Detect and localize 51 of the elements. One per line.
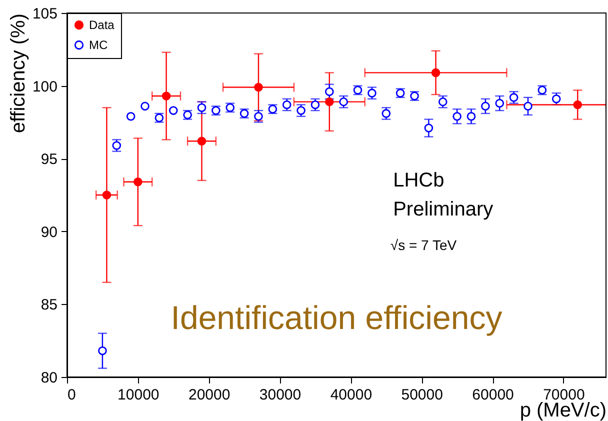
point [368,88,376,98]
point [112,141,122,150]
point [325,87,334,96]
x-tick-label: 40000 [330,386,372,404]
x-tick-label: 0 [68,386,76,404]
point [431,68,440,78]
point [282,100,292,110]
x-tick-label: 20000 [188,386,230,404]
point [573,100,582,110]
point [310,100,320,110]
annotation: LHCb [393,169,444,192]
y-tick-label: 105 [32,6,58,22]
point [495,98,504,108]
point [552,94,561,104]
point [162,92,171,100]
point [296,106,306,115]
point [98,346,107,356]
annotation: Identification efficiency [170,298,503,336]
y-tick-label: 80 [40,370,58,386]
x-tick-label: 30000 [259,386,302,404]
x-tick-label: 50000 [401,386,443,404]
point [126,112,136,121]
point [452,112,462,121]
y-tick-label: 95 [40,151,58,168]
point [424,124,434,132]
point [325,97,334,106]
y-tick-label: 85 [40,296,58,314]
point [524,102,532,111]
y-tick-label: 90 [40,224,58,241]
point [382,109,391,118]
point [254,82,263,92]
point [509,93,518,102]
legend-label: Data [89,18,115,32]
point [197,136,206,146]
point [254,112,263,121]
point [134,177,142,186]
y-tick-label: 100 [32,78,58,96]
point [466,112,476,121]
annotation: √s = 7 TeV [390,236,458,253]
x-tick-label: 60000 [472,386,514,404]
point [339,97,348,106]
point [438,97,448,106]
legend-label: MC [89,38,108,52]
annotation: Preliminary [393,198,494,221]
x-tick-label: 10000 [118,386,160,404]
point [140,102,150,111]
point [197,103,206,112]
point [168,106,178,115]
y-axis-title: efficiency (%) [7,14,30,134]
point [481,102,490,111]
point [102,190,112,200]
